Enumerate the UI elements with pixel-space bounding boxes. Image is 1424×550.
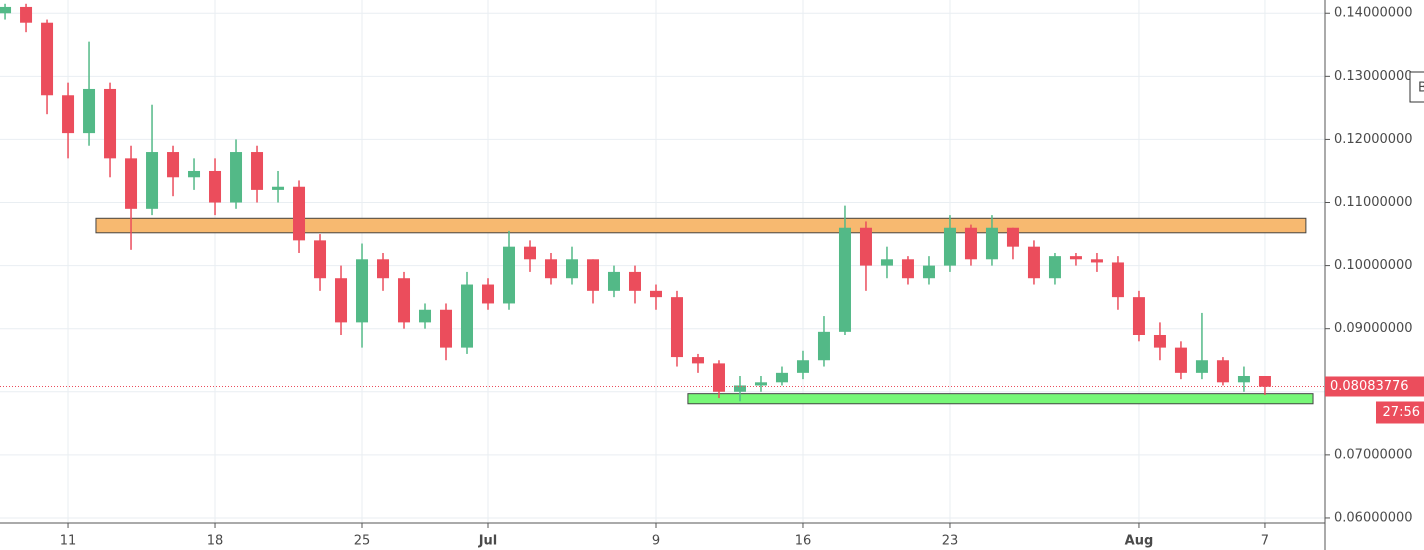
candle-body [964,227,977,260]
candle-body [901,259,914,279]
candle-body [712,363,725,392]
candle-body [1153,334,1166,348]
x-tick-label: 25 [354,534,371,549]
zone [95,217,1307,234]
candle-body [20,6,33,23]
x-tick-label: 18 [207,534,224,549]
candle-body [146,152,159,209]
candle-body [544,259,557,279]
candle-body [293,186,306,241]
x-tick-label: Aug [1125,534,1154,549]
candle-body [335,278,348,323]
candle-body [440,309,453,348]
y-tick-label: 0.11000000 [1334,195,1413,210]
y-tick-label: 0.13000000 [1334,69,1413,84]
candle-body [1090,259,1103,263]
x-tick-label: 9 [652,534,660,549]
candle-body [41,22,54,96]
candle-body [398,278,411,323]
button[interactable] [1409,71,1424,103]
candle-body [670,297,683,358]
x-tick-label: 23 [942,534,959,549]
candle-body [838,227,851,332]
candle-body [104,88,117,159]
candle-body [1006,227,1019,247]
candle-body [775,372,788,383]
candle-body [607,271,620,291]
candle-body [356,259,369,323]
price-label: 0.08083776 [1330,379,1409,394]
candle-body [649,290,662,298]
y-tick-label: 0.07000000 [1334,447,1413,462]
candle-body [628,271,641,291]
x-tick-label: 11 [60,534,77,549]
candle-body [1048,256,1061,279]
candle-body [880,259,893,266]
candle-body [565,259,578,279]
candle-body [1216,360,1229,383]
candle-body [1069,256,1082,260]
candle-body [209,170,222,203]
x-tick-label: 16 [795,534,812,549]
price-badge [1325,376,1424,397]
candle-body [503,246,516,304]
candle-body [1258,376,1271,387]
countdown-badge [1376,401,1424,424]
candle-body [125,158,138,209]
y-tick-label: 0.06000000 [1334,510,1413,525]
candle-body [419,309,432,323]
y-tick-label: 0.14000000 [1334,6,1413,21]
candle-body [922,265,935,279]
zone [687,393,1314,405]
candle-body [314,240,327,279]
y-tick-label: 0.12000000 [1334,132,1413,147]
candle-body [1195,360,1208,373]
countdown-label: 27:56 [1383,405,1420,420]
candle-body [943,227,956,266]
candle-body [251,152,264,190]
candle-body [586,259,599,291]
candle-body [62,95,75,134]
candle-body [817,331,830,361]
candle-body [230,152,243,203]
candle-body [272,186,285,190]
candle-body [482,284,495,304]
candle-body [83,88,96,134]
candle-body [1174,347,1187,373]
candle-body [985,227,998,260]
candle-body [0,6,12,14]
candle-body [524,246,536,260]
candle-body [733,385,746,392]
candle-body [167,152,180,178]
x-tick-label: 7 [1261,534,1269,549]
candle-body [796,360,809,373]
candle-body [859,227,872,266]
candle-body [1132,297,1145,335]
candle-body [1027,246,1040,279]
candle-body [461,284,474,348]
candle-body [377,259,390,279]
y-tick-label: 0.10000000 [1334,258,1413,273]
candle-body [691,357,704,364]
candle-body [754,382,767,386]
candle-body [1111,262,1124,298]
candle-body [1237,376,1250,383]
candle-body [188,170,201,178]
button-label[interactable]: B [1418,81,1424,96]
y-tick-label: 0.09000000 [1334,321,1413,336]
x-tick-label: Jul [478,534,498,549]
